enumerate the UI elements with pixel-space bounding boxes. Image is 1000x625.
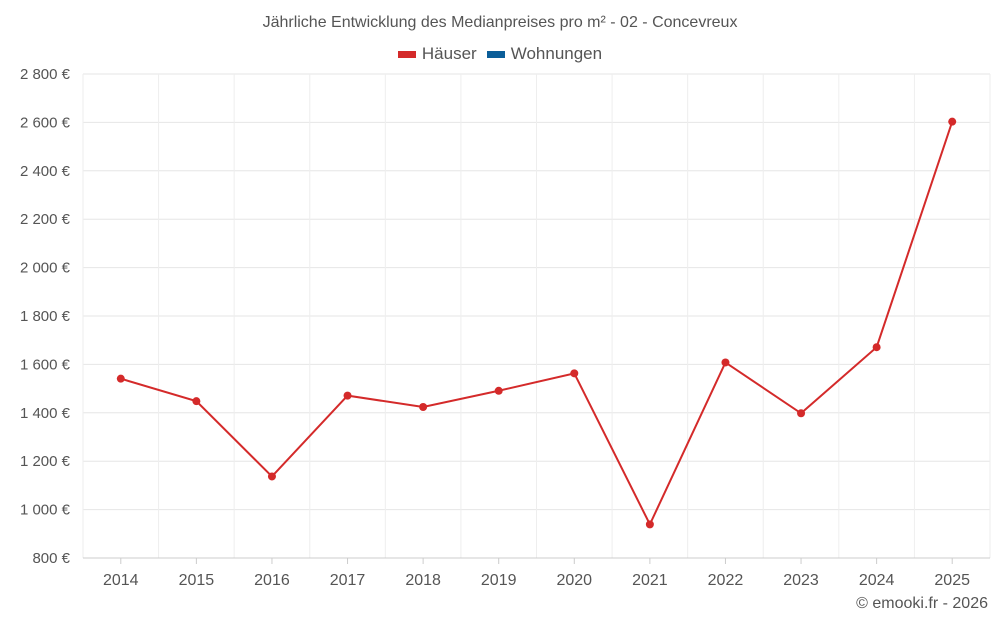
data-point [192,397,201,406]
legend-swatch-apartments [486,50,505,58]
y-tick-label: 800 € [32,550,70,567]
x-tick-label: 2023 [783,572,819,589]
y-tick-label: 1 200 € [20,453,71,470]
y-tick-label: 2 800 € [20,66,71,83]
legend-item-apartments[interactable]: Wohnungen [486,44,603,64]
y-tick-label: 1 800 € [20,308,71,325]
data-point [419,402,428,411]
y-tick-label: 2 400 € [20,163,71,180]
x-tick-label: 2022 [708,572,744,589]
y-tick-label: 1 400 € [20,405,71,422]
y-tick-label: 2 200 € [20,211,71,228]
x-tick-label: 2025 [934,572,970,589]
x-tick-label: 2016 [254,572,290,589]
x-tick-label: 2017 [330,572,366,589]
data-point [494,386,503,395]
legend-swatch-houses [397,50,416,58]
data-point [721,358,730,367]
x-tick-label: 2020 [556,572,592,589]
legend-label-apartments: Wohnungen [510,44,603,63]
x-tick-label: 2015 [179,572,215,589]
legend-item-houses[interactable]: Häuser [397,44,477,64]
data-point [570,369,579,378]
x-tick-label: 2021 [632,572,668,589]
data-point [948,117,957,126]
legend: Häuser Wohnungen [0,44,1000,64]
data-point [872,343,881,352]
y-tick-label: 1 600 € [20,356,71,373]
x-tick-label: 2018 [405,572,441,589]
data-point [645,520,654,529]
data-point [116,374,125,383]
credit-text: © emooki.fr - 2026 [856,595,988,612]
legend-label-houses: Häuser [421,44,477,63]
x-tick-label: 2019 [481,572,517,589]
data-point [267,472,276,481]
y-tick-label: 2 600 € [20,114,71,131]
y-tick-label: 1 000 € [20,502,71,519]
data-point [797,409,806,418]
x-tick-label: 2024 [859,572,895,589]
series-line-0 [120,121,954,527]
x-tick-label: 2014 [103,572,139,589]
chart-title: Jährliche Entwicklung des Medianpreises … [262,14,738,31]
y-tick-label: 2 000 € [20,260,71,277]
data-point [343,391,352,400]
